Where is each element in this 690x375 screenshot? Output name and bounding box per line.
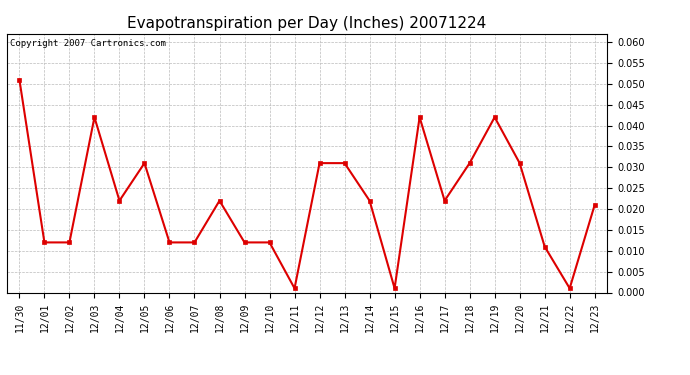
- Title: Evapotranspiration per Day (Inches) 20071224: Evapotranspiration per Day (Inches) 2007…: [128, 16, 486, 31]
- Text: Copyright 2007 Cartronics.com: Copyright 2007 Cartronics.com: [10, 39, 166, 48]
